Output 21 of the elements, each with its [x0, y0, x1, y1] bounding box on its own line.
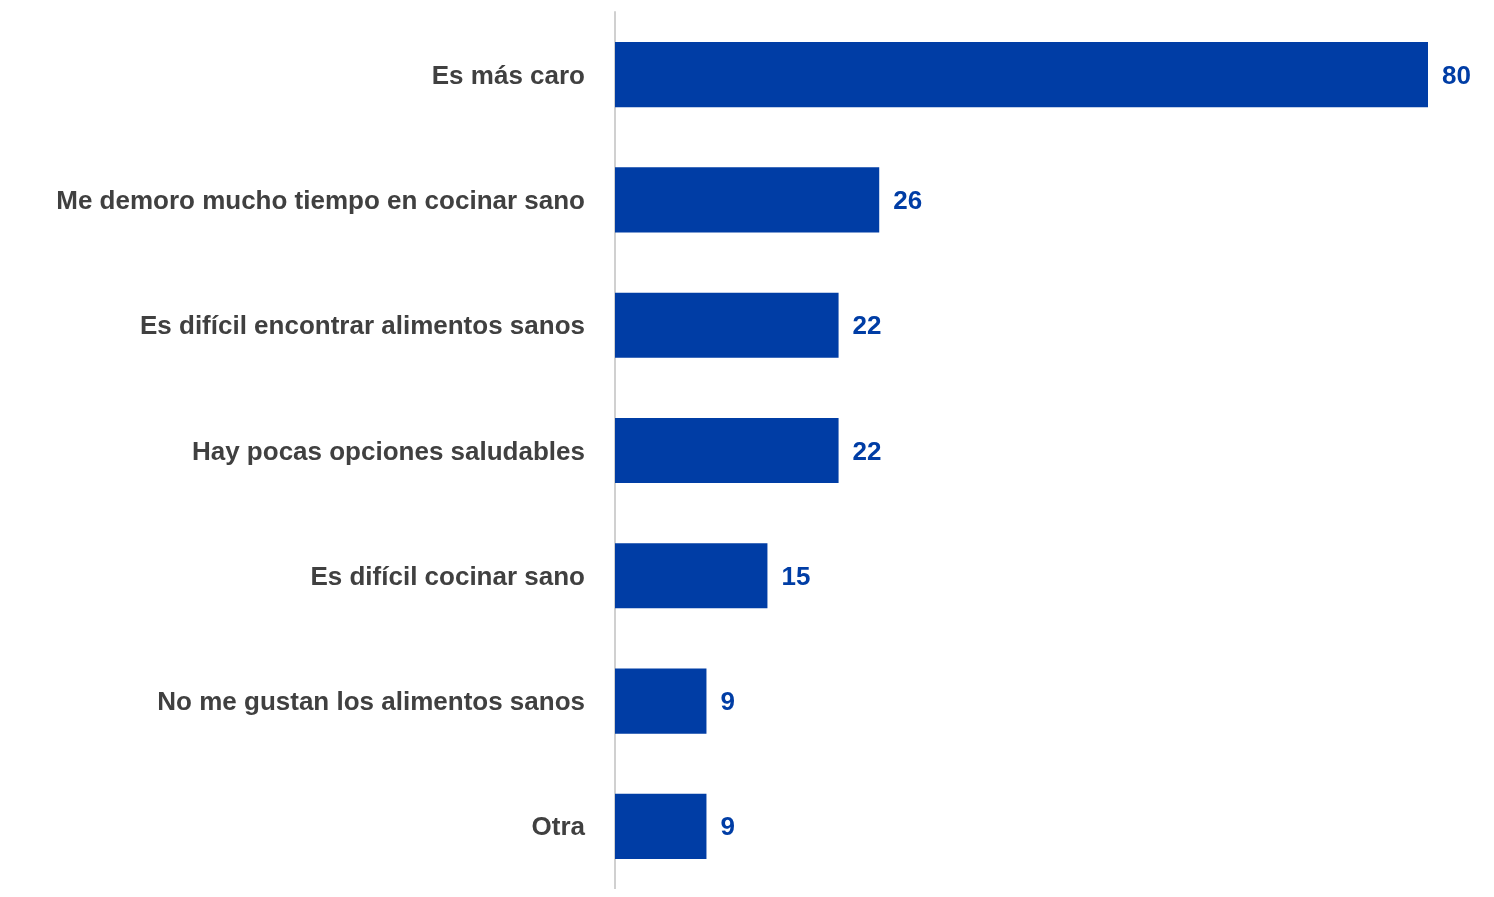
bar	[615, 292, 839, 358]
y-tick-label: Otra	[531, 811, 586, 842]
data-label: 9	[720, 811, 735, 842]
data-label: 22	[852, 435, 882, 466]
data-label: 15	[781, 560, 811, 591]
y-tick-label: Es más caro	[431, 59, 585, 90]
data-label: 22	[852, 310, 882, 341]
bar	[615, 417, 839, 484]
y-tick-label: Me demoro mucho tiempo en cocinar sano	[56, 184, 585, 215]
bar	[615, 793, 707, 859]
bar	[615, 668, 707, 734]
y-tick-label: Es difícil encontrar alimentos sanos	[139, 310, 585, 341]
bar	[615, 543, 768, 609]
data-label: 9	[720, 686, 735, 717]
data-label: 80	[1442, 59, 1471, 90]
y-tick-label: No me gustan los alimentos sanos	[157, 686, 585, 717]
y-tick-label: Hay pocas opciones saludables	[191, 435, 585, 466]
bar	[615, 167, 880, 233]
data-label: 26	[893, 184, 923, 215]
bar	[615, 42, 1428, 108]
y-tick-label: Es difícil cocinar sano	[310, 560, 585, 591]
